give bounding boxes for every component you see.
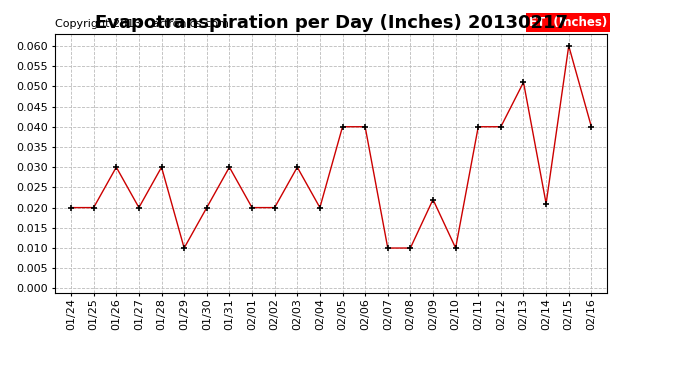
Text: ET  (Inches): ET (Inches): [529, 16, 607, 28]
Title: Evapotranspiration per Day (Inches) 20130217: Evapotranspiration per Day (Inches) 2013…: [95, 14, 568, 32]
Text: Copyright 2013 Cartronics.com: Copyright 2013 Cartronics.com: [55, 19, 229, 28]
